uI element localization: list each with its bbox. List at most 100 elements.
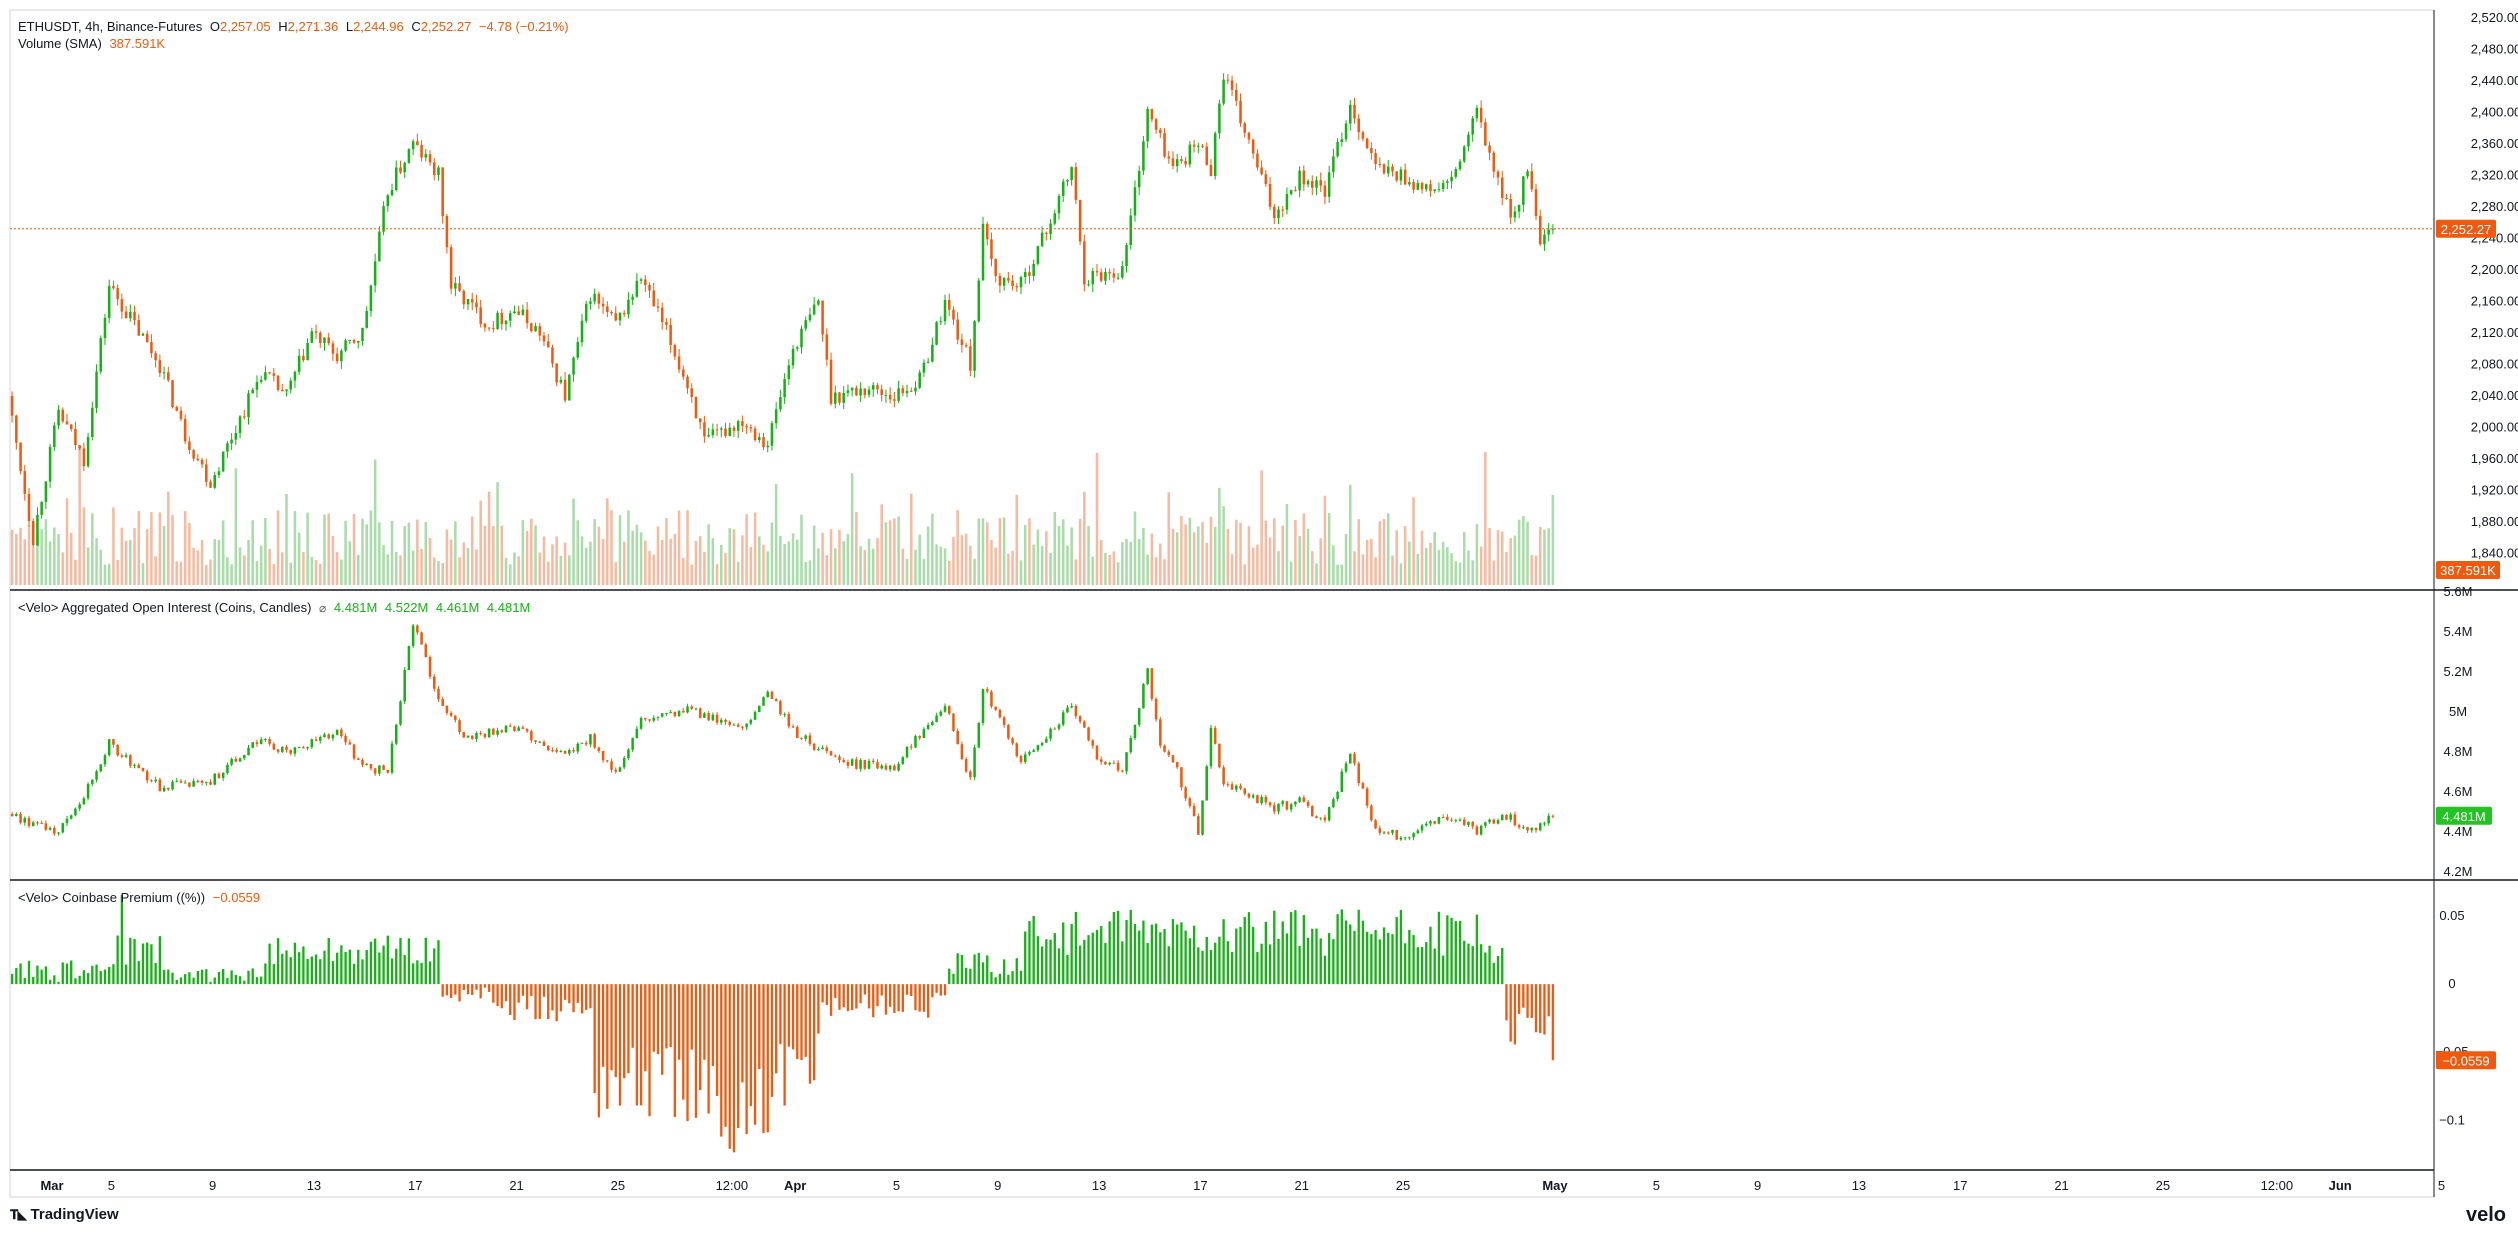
- time-tick-label: 12:00: [2261, 1178, 2294, 1193]
- volume-bar: [445, 529, 449, 585]
- premium-bar: [1382, 927, 1386, 985]
- volume-bar: [952, 536, 955, 585]
- premium-bar: [1074, 911, 1078, 985]
- price-tick-label: 2,480.00: [2471, 41, 2518, 56]
- price-candle: [682, 369, 685, 377]
- tradingview-logo[interactable]: 𝐓◣ TradingView: [10, 1206, 119, 1223]
- premium-bar: [403, 955, 406, 985]
- time-tick-label: 5: [1653, 1178, 1660, 1193]
- oi-candle: [61, 823, 65, 833]
- volume-bar: [825, 555, 829, 585]
- price-candle: [107, 286, 111, 318]
- price-axis[interactable]: 2,520.002,480.002,440.002,400.002,360.00…: [2471, 10, 2518, 561]
- volume-bar: [1121, 542, 1124, 585]
- volume-bar: [1184, 524, 1187, 585]
- price-candle: [601, 303, 605, 307]
- oi-candle: [1496, 820, 1500, 824]
- volume-label[interactable]: Volume (SMA): [18, 36, 102, 51]
- premium-bar: [1437, 911, 1441, 985]
- oi-candle: [766, 691, 769, 698]
- premium-bar: [1365, 931, 1369, 985]
- price-candle: [880, 389, 883, 396]
- volume-bar: [964, 533, 968, 585]
- volume-bar: [116, 559, 119, 585]
- volume-bar: [1036, 529, 1040, 585]
- premium-bar: [1184, 930, 1187, 985]
- volume-bar: [306, 512, 309, 585]
- premium-bar: [732, 984, 736, 1153]
- price-candle: [1129, 215, 1133, 246]
- price-candle: [137, 320, 141, 336]
- time-axis[interactable]: Mar 5 9 13 17 21 25 12:00 Apr 5 9 13 17 21 25 May 5 9 13 17…: [40, 1178, 2445, 1193]
- premium-bar: [1454, 921, 1457, 985]
- premium-bar: [1298, 945, 1301, 985]
- oi-candle: [964, 759, 968, 772]
- premium-bar: [500, 984, 503, 1009]
- oi-candle: [373, 768, 377, 774]
- oi-candle: [914, 736, 917, 748]
- volume-bar: [711, 538, 715, 585]
- price-tick-label: 2,040.00: [2471, 388, 2518, 403]
- volume-bar: [1053, 511, 1057, 585]
- premium-axis[interactable]: 0.050−0.05−0.1: [2436, 908, 2469, 1127]
- volume-bar: [673, 533, 677, 585]
- price-candle: [1150, 108, 1154, 120]
- premium-bar: [1167, 946, 1170, 985]
- price-candle: [1171, 158, 1175, 167]
- symbol-label[interactable]: ETHUSDT, 4h, Binance-Futures: [18, 19, 203, 34]
- oi-candle: [897, 763, 900, 771]
- oi-candle: [698, 708, 702, 718]
- oi-candle: [1078, 716, 1082, 722]
- volume-bar: [1251, 547, 1255, 585]
- premium-bar: [724, 984, 727, 1127]
- link-icon[interactable]: ⌀: [319, 601, 327, 615]
- oi-label[interactable]: <Velo> Aggregated Open Interest (Coins, …: [18, 600, 312, 615]
- price-candle: [1264, 174, 1268, 185]
- premium-bar: [40, 969, 43, 985]
- price-candle: [1450, 176, 1453, 182]
- premium-label[interactable]: <Velo> Coinbase Premium ((%)): [18, 890, 206, 905]
- price-candle: [1235, 89, 1238, 101]
- volume-bar: [859, 546, 862, 585]
- oi-candle: [289, 749, 292, 754]
- volume-bar: [432, 557, 436, 585]
- volume-bar: [1471, 560, 1474, 585]
- price-candle: [378, 231, 381, 262]
- premium-bar: [1188, 938, 1192, 985]
- volume-bar: [1057, 526, 1061, 585]
- oi-candle: [665, 713, 668, 715]
- price-candle: [855, 387, 858, 396]
- premium-bar: [796, 984, 799, 1060]
- volume-bar: [221, 520, 225, 585]
- oi-candle: [234, 758, 238, 762]
- price-candle: [1327, 172, 1331, 197]
- price-candle: [1505, 197, 1508, 200]
- volume-bar: [1125, 538, 1128, 585]
- price-candle: [1420, 183, 1424, 190]
- tradingview-logo-icon: 𝐓◣: [10, 1207, 27, 1222]
- oi-candle: [1530, 827, 1534, 831]
- price-candle: [1083, 241, 1086, 285]
- price-candle: [310, 331, 314, 343]
- premium-bar: [475, 984, 478, 990]
- oi-candle: [1488, 819, 1491, 823]
- price-candle: [1028, 272, 1031, 276]
- volume-bar: [319, 563, 322, 585]
- premium-bar: [390, 958, 394, 985]
- premium-bar: [255, 977, 259, 985]
- premium-bar: [1108, 921, 1111, 985]
- oi-candle: [1239, 785, 1242, 789]
- premium-bar: [433, 948, 436, 985]
- premium-bar: [656, 984, 660, 1055]
- oi-candle: [1378, 828, 1382, 833]
- volume-bar: [1446, 547, 1449, 585]
- oi-candle: [1146, 668, 1149, 685]
- price-candle: [1277, 209, 1280, 219]
- premium-bar: [960, 955, 964, 985]
- price-candle: [1087, 284, 1090, 286]
- premium-bar: [956, 953, 959, 985]
- premium-bar: [222, 969, 225, 985]
- time-tick-label: 21: [509, 1178, 523, 1193]
